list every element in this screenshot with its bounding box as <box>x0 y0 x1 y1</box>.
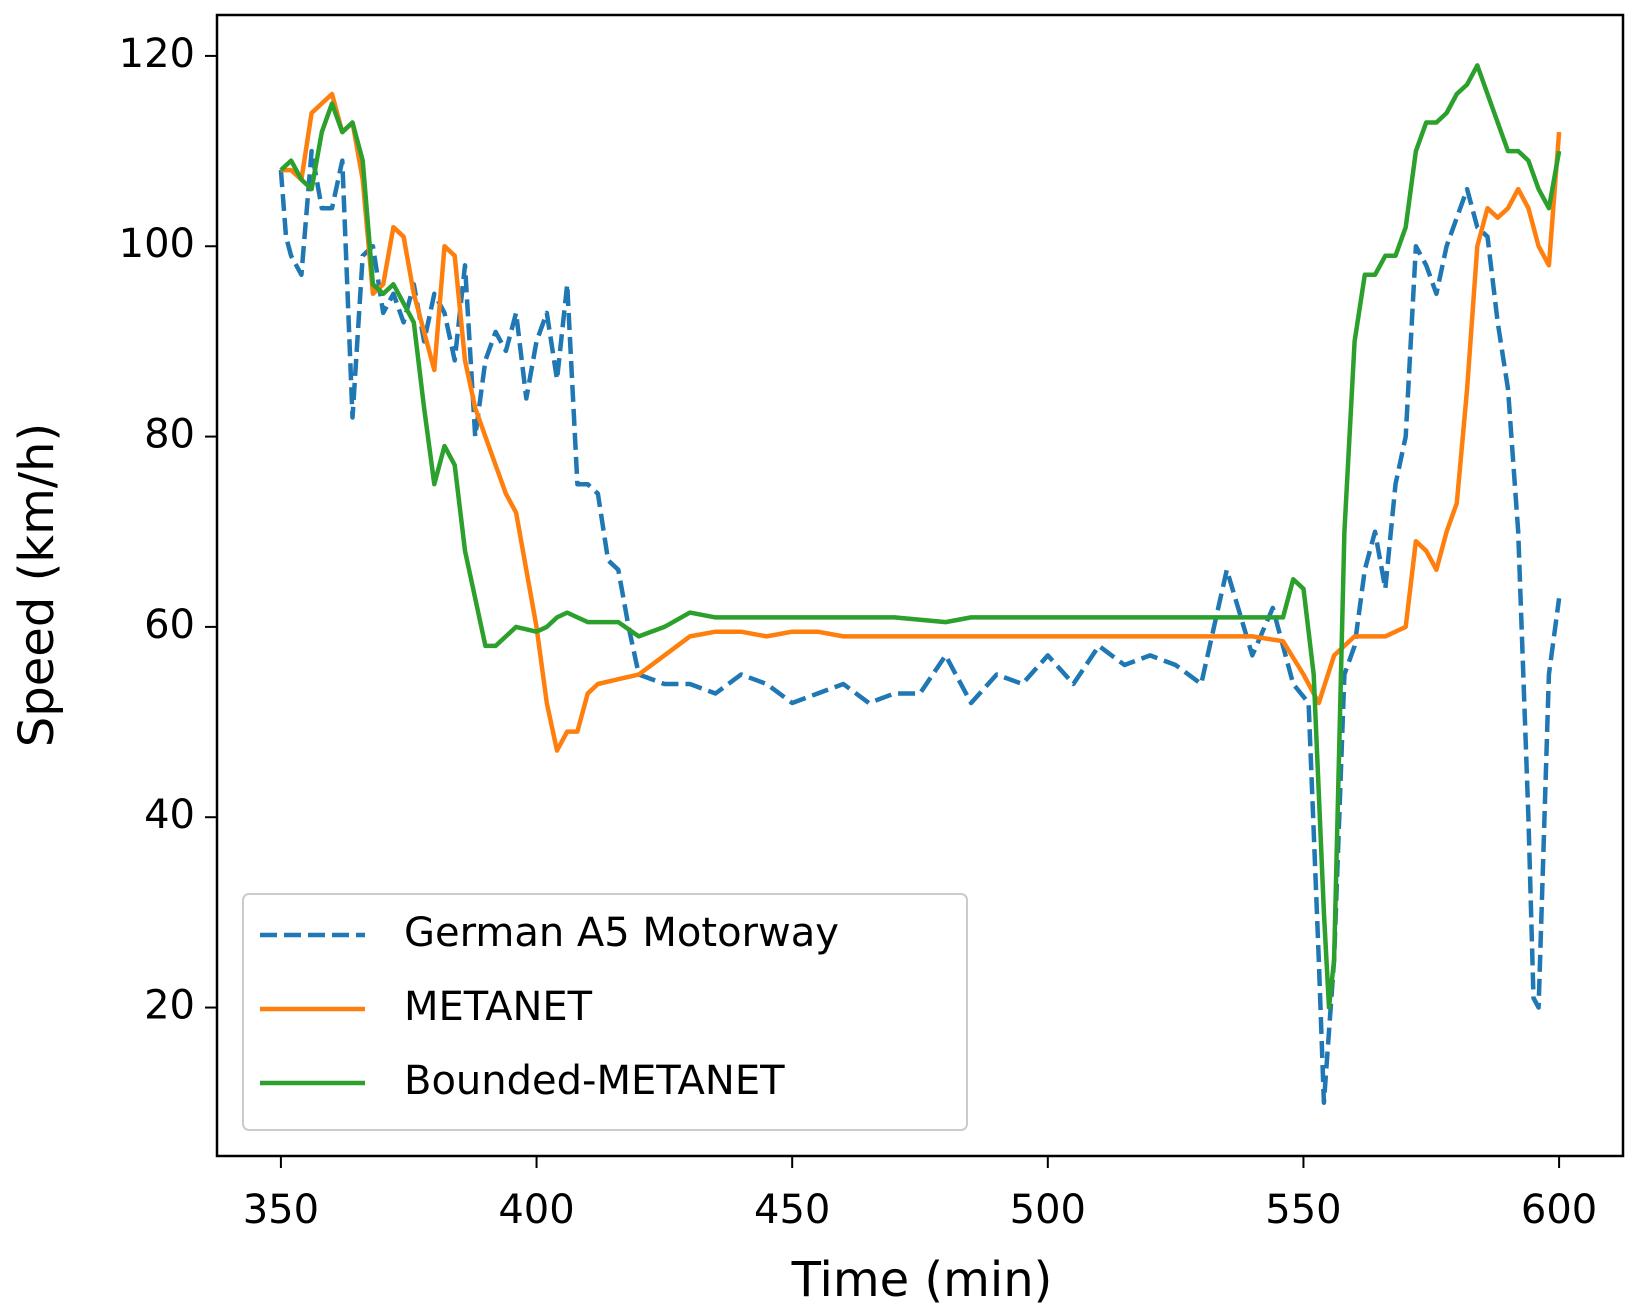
x-tick-label: 600 <box>1521 1187 1597 1233</box>
line-series <box>279 63 1562 1010</box>
x-tick-label: 500 <box>1010 1187 1086 1233</box>
y-axis-label: Speed (km/h) <box>9 423 65 747</box>
plot-frame <box>215 13 1625 1158</box>
legend-label: German A5 Motorway <box>404 910 839 956</box>
x-tick-label: 400 <box>498 1187 574 1233</box>
y-tick-label: 100 <box>119 221 195 267</box>
x-axis-label: Time (min) <box>791 1252 1053 1308</box>
x-tick-label: 350 <box>243 1187 319 1233</box>
y-tick-label: 40 <box>144 792 195 838</box>
y-tick-label: 120 <box>119 31 195 77</box>
y-tick-label: 80 <box>144 412 195 458</box>
x-tick-label: 450 <box>754 1187 830 1233</box>
legend-box <box>242 893 968 1131</box>
y-tick-label: 60 <box>144 602 195 648</box>
x-tick-label: 550 <box>1265 1187 1341 1233</box>
legend-label: METANET <box>404 984 593 1030</box>
line-series <box>280 91 1562 753</box>
y-tick-label: 20 <box>144 983 195 1029</box>
legend-label: Bounded-METANET <box>404 1058 785 1104</box>
